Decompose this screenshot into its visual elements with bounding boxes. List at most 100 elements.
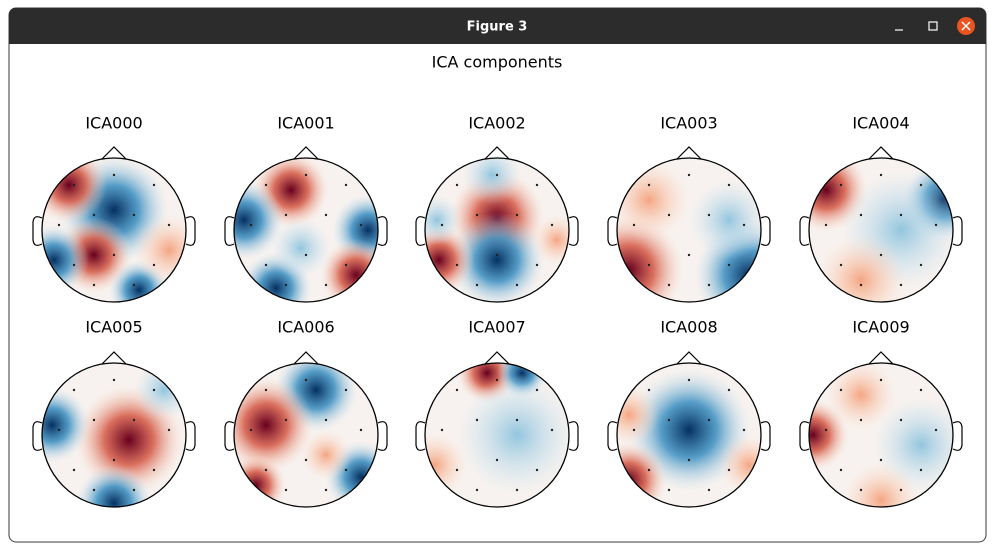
sensor bbox=[919, 468, 923, 472]
sensor bbox=[112, 173, 116, 177]
sensor bbox=[707, 283, 711, 287]
sensor bbox=[824, 223, 828, 227]
right-ear bbox=[760, 216, 771, 246]
sensor bbox=[304, 458, 308, 462]
sensor bbox=[344, 388, 348, 392]
sensor bbox=[839, 388, 843, 392]
sensor bbox=[455, 183, 459, 187]
sensor bbox=[304, 173, 308, 177]
sensor bbox=[515, 213, 519, 217]
left-ear bbox=[32, 216, 43, 246]
head-outline bbox=[41, 362, 187, 508]
topomap: ICA007 bbox=[415, 318, 579, 508]
close-button[interactable] bbox=[957, 17, 975, 35]
topomap-blob bbox=[532, 215, 569, 265]
sensor bbox=[687, 458, 691, 462]
sensor bbox=[475, 283, 479, 287]
sensor bbox=[535, 263, 539, 267]
topomap: ICA005 bbox=[32, 318, 196, 508]
sensor bbox=[249, 223, 253, 227]
right-ear bbox=[760, 421, 771, 451]
topomap: ICA000 bbox=[32, 114, 196, 303]
sensor bbox=[667, 283, 671, 287]
right-ear bbox=[185, 421, 196, 451]
sensor bbox=[839, 263, 843, 267]
sensor bbox=[727, 183, 731, 187]
sensor bbox=[92, 418, 96, 422]
nose bbox=[676, 146, 702, 160]
sensor bbox=[475, 488, 479, 492]
left-ear bbox=[799, 216, 810, 246]
sensor bbox=[92, 283, 96, 287]
sensor bbox=[919, 183, 923, 187]
sensor bbox=[899, 213, 903, 217]
nose bbox=[676, 351, 702, 365]
sensor bbox=[455, 388, 459, 392]
topomap: ICA006 bbox=[224, 318, 388, 508]
topomap-image bbox=[809, 158, 953, 302]
close-icon bbox=[961, 21, 971, 31]
sensor bbox=[707, 418, 711, 422]
component-title: ICA006 bbox=[277, 318, 334, 337]
sensor bbox=[839, 468, 843, 472]
left-ear bbox=[32, 421, 43, 451]
sensor bbox=[324, 488, 328, 492]
sensor bbox=[264, 263, 268, 267]
sensor bbox=[57, 223, 61, 227]
left-ear bbox=[607, 421, 618, 451]
sensor bbox=[92, 213, 96, 217]
nose bbox=[484, 146, 510, 160]
head-outline bbox=[424, 362, 570, 508]
sensor bbox=[742, 223, 746, 227]
title-bar bbox=[9, 8, 986, 44]
right-ear bbox=[952, 216, 963, 246]
sensor bbox=[324, 283, 328, 287]
sensor bbox=[72, 263, 76, 267]
nose bbox=[293, 146, 319, 160]
topomap-blob bbox=[809, 399, 849, 471]
sensor bbox=[934, 223, 938, 227]
head-outline bbox=[424, 157, 570, 303]
component-title: ICA001 bbox=[277, 114, 334, 133]
sensor bbox=[879, 378, 883, 382]
topomap-blob bbox=[425, 225, 474, 295]
right-ear bbox=[568, 421, 579, 451]
sensor bbox=[899, 488, 903, 492]
sensor bbox=[152, 183, 156, 187]
sensor bbox=[152, 263, 156, 267]
sensor bbox=[440, 223, 444, 227]
sensor bbox=[284, 213, 288, 217]
sensor bbox=[304, 378, 308, 382]
topomap-blob bbox=[425, 195, 462, 245]
sensor bbox=[57, 428, 61, 432]
sensor bbox=[515, 283, 519, 287]
sensor bbox=[667, 488, 671, 492]
sensor bbox=[934, 428, 938, 432]
topomap: ICA009 bbox=[799, 318, 963, 508]
sensor bbox=[495, 378, 499, 382]
right-ear bbox=[377, 421, 388, 451]
nose bbox=[101, 351, 127, 365]
component-title: ICA007 bbox=[468, 318, 525, 337]
sensor bbox=[667, 213, 671, 217]
head-outline bbox=[41, 157, 187, 303]
sensor bbox=[475, 418, 479, 422]
topomap-blob bbox=[689, 180, 761, 260]
topomap-image bbox=[809, 363, 953, 507]
nose bbox=[868, 146, 894, 160]
topomap-blob bbox=[76, 465, 152, 507]
sensor bbox=[535, 468, 539, 472]
sensor bbox=[919, 388, 923, 392]
topomap-blob bbox=[134, 215, 186, 285]
sensor bbox=[304, 253, 308, 257]
sensor bbox=[687, 253, 691, 257]
sensor bbox=[899, 418, 903, 422]
sensor bbox=[495, 173, 499, 177]
topomap-blob bbox=[234, 180, 284, 260]
left-ear bbox=[224, 421, 235, 451]
sensor bbox=[264, 183, 268, 187]
sensor bbox=[152, 468, 156, 472]
maximize-button[interactable] bbox=[928, 21, 938, 31]
nose bbox=[484, 351, 510, 365]
